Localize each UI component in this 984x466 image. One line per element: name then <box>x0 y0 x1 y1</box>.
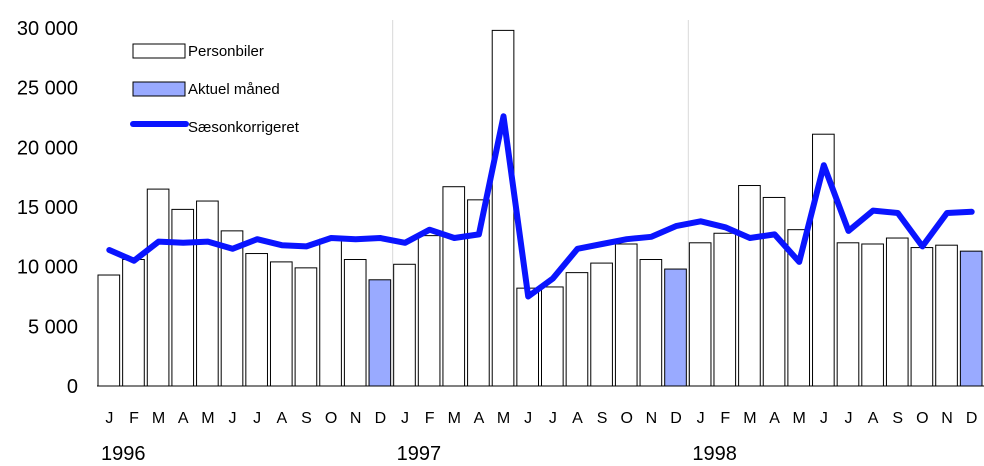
bar <box>269 261 293 387</box>
legend-swatch-bars <box>132 43 186 59</box>
x-tick-label: F <box>720 410 730 427</box>
y-tick-label: 0 <box>67 376 78 398</box>
x-tick-label: D <box>670 410 682 427</box>
bar <box>294 267 318 387</box>
x-tick-label: M <box>793 410 806 427</box>
x-tick-label: J <box>401 410 409 427</box>
x-tick-label: D <box>375 410 387 427</box>
x-tick-label: J <box>549 410 557 427</box>
x-tick-label: S <box>892 410 903 427</box>
bar <box>688 242 712 387</box>
bar <box>762 196 786 387</box>
x-tick-label: M <box>201 410 214 427</box>
x-tick-label: F <box>425 410 435 427</box>
bar <box>541 286 564 387</box>
year-label: 1997 <box>397 443 442 465</box>
x-tick-label: O <box>916 410 928 427</box>
bar <box>343 259 367 387</box>
x-tick-label: F <box>129 410 139 427</box>
bar <box>516 287 539 387</box>
bar <box>836 242 860 387</box>
y-tick-label: 15 000 <box>17 197 78 219</box>
x-tick-label: N <box>941 410 953 427</box>
x-tick-label: A <box>769 410 780 427</box>
legend: Personbiler Aktuel måned Sæsonkorrigeret <box>130 43 300 136</box>
bar <box>417 235 441 387</box>
x-tick-label: J <box>524 410 532 427</box>
bar <box>861 243 884 387</box>
x-tick-label: M <box>743 410 756 427</box>
y-tick-label: 10 000 <box>17 257 78 279</box>
bar <box>713 232 737 387</box>
bar <box>393 263 416 387</box>
bar <box>319 238 342 387</box>
x-tick-label: A <box>868 410 879 427</box>
bar-current-month <box>664 268 687 387</box>
y-tick-label: 25 000 <box>17 78 78 100</box>
bar <box>614 243 638 387</box>
year-label: 1998 <box>692 443 737 465</box>
grid-layer <box>392 20 689 386</box>
x-tick-label: M <box>152 410 165 427</box>
bar <box>220 230 244 387</box>
y-tick-label: 5 000 <box>28 316 78 338</box>
x-tick-label: D <box>966 410 978 427</box>
legend-label-current: Aktuel måned <box>188 81 280 98</box>
bar <box>910 247 934 387</box>
bar <box>565 272 589 387</box>
line-layer <box>106 113 975 300</box>
bar <box>885 237 909 387</box>
bar <box>491 29 515 387</box>
x-tick-label: M <box>448 410 461 427</box>
bar-current-month <box>368 279 392 387</box>
bar <box>590 262 613 387</box>
bar <box>442 186 466 387</box>
x-tick-label: A <box>572 410 583 427</box>
x-tick-label: J <box>697 410 705 427</box>
x-tick-label: J <box>253 410 261 427</box>
bar <box>146 188 170 387</box>
legend-label-bars: Personbiler <box>188 43 264 60</box>
bar <box>639 259 663 387</box>
y-tick-label: 20 000 <box>17 137 78 159</box>
x-tick-label: N <box>350 410 362 427</box>
x-tick-label: O <box>621 410 633 427</box>
x-tick-label: S <box>301 410 312 427</box>
seasonally-adjusted-line <box>106 113 975 300</box>
bar <box>245 253 268 387</box>
x-tick-label: A <box>474 410 485 427</box>
bar-current-month <box>959 250 983 387</box>
bar <box>738 185 761 387</box>
x-tick-label: A <box>178 410 189 427</box>
x-tick-label: O <box>325 410 337 427</box>
bar <box>935 244 958 387</box>
x-tick-label: M <box>497 410 510 427</box>
x-tick-label: N <box>646 410 658 427</box>
legend-label-line: Sæsonkorrigeret <box>188 119 300 136</box>
x-tick-label: J <box>844 410 852 427</box>
x-tick-label: J <box>229 410 237 427</box>
x-tick-label: J <box>105 410 113 427</box>
bar <box>122 259 145 387</box>
bar <box>171 208 195 387</box>
legend-swatch-current <box>132 81 186 97</box>
bar <box>97 274 121 387</box>
year-label: 1996 <box>101 443 146 465</box>
y-tick-label: 30 000 <box>17 18 78 40</box>
x-tick-label: S <box>597 410 608 427</box>
x-tick-label: J <box>820 410 828 427</box>
bar <box>196 200 219 387</box>
x-tick-label: A <box>276 410 287 427</box>
